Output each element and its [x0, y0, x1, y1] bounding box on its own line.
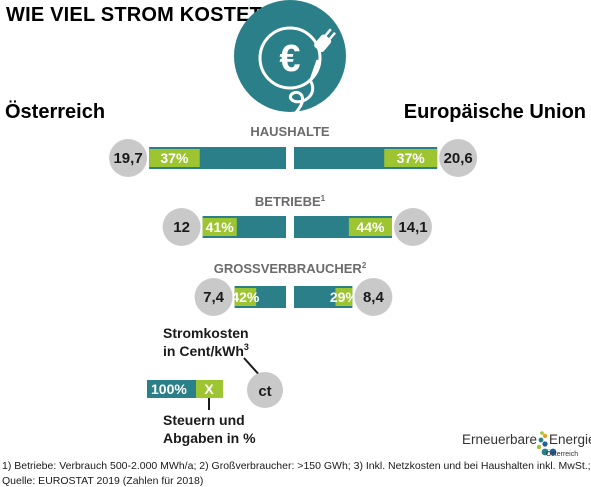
tax-label-eu-haushalte: 37% [397, 150, 426, 166]
logo-dots-icon [536, 431, 557, 456]
logo: Erneuerbare Energie Österreich [462, 431, 591, 458]
legend-bar-full-label: 100% [151, 381, 187, 397]
footnote-line2: Quelle: EUROSTAT 2019 (Zahlen für 2018) [2, 475, 203, 487]
region-label-austria: Österreich [5, 100, 105, 123]
footnote-line1: 1) Betriebe: Verbrauch 500-2.000 MWh/a; … [2, 460, 591, 472]
cost-circle-austria-haushalte [109, 139, 148, 177]
tax-label-austria-grossverbraucher: 42% [231, 289, 260, 305]
category-label-grossverbraucher: GROSSVERBRAUCHER2 [214, 261, 367, 276]
legend-ct-circle [247, 372, 283, 408]
logo-sub: Österreich [546, 450, 578, 458]
logo-word1: Erneuerbare [462, 432, 537, 447]
bars-layer: 37% 19,7 41% 12 42% 7,4 37% 20,6 44% 14,1 29% 8,4 [109, 139, 478, 316]
cost-circle-eu-betriebe [393, 208, 432, 246]
bar-tax-austria-haushalte [149, 149, 200, 167]
legend-cost-line1: Stromkosten [163, 325, 249, 341]
bar-tax-austria-betriebe [202, 218, 237, 236]
cost-label-eu-betriebe: 14,1 [398, 219, 427, 236]
cost-circle-eu-haushalte [439, 139, 478, 177]
region-label-eu: Europäische Union [404, 101, 586, 123]
cost-circle-eu-grossverbraucher [354, 278, 393, 316]
cost-label-eu-grossverbraucher: 8,4 [363, 289, 385, 306]
bar-tax-austria-grossverbraucher [234, 288, 257, 306]
svg-text:€: € [279, 38, 300, 80]
cost-label-austria-haushalte: 19,7 [113, 150, 142, 167]
cost-label-austria-betriebe: 12 [173, 219, 190, 236]
tax-label-eu-grossverbraucher: 29% [330, 289, 359, 305]
legend-bar-tax [196, 380, 223, 398]
bar-tax-eu-haushalte [384, 149, 438, 167]
tax-label-austria-betriebe: 41% [206, 219, 235, 235]
chart-title: WIE VIEL STROM KOSTET [6, 4, 262, 26]
category-label-haushalte: HAUSHALTE [250, 124, 330, 139]
legend-tax-line2: Abgaben in % [163, 430, 256, 446]
bar-tax-eu-betriebe [348, 218, 392, 236]
euro-plug-icon: € [234, 0, 346, 138]
cost-circle-austria-grossverbraucher [194, 278, 233, 316]
cost-circle-austria-betriebe [162, 208, 201, 246]
tax-label-eu-betriebe: 44% [356, 219, 385, 235]
legend-cost-line2: in Cent/kWh3 [163, 342, 249, 359]
category-label-betriebe: BETRIEBE1 [255, 194, 326, 209]
cost-label-eu-haushalte: 20,6 [444, 150, 473, 167]
legend-ct-label: ct [258, 383, 271, 400]
legend-tax-line1: Steuern und [163, 412, 245, 428]
tax-label-austria-haushalte: 37% [160, 150, 189, 166]
bar-tax-eu-grossverbraucher [335, 288, 353, 306]
cost-label-austria-grossverbraucher: 7,4 [203, 289, 225, 306]
logo-word2: Energie [549, 432, 591, 447]
legend: Stromkosten in Cent/kWh3 ct 100% X Steue… [147, 325, 283, 446]
legend-bar-x-label: X [204, 381, 214, 397]
